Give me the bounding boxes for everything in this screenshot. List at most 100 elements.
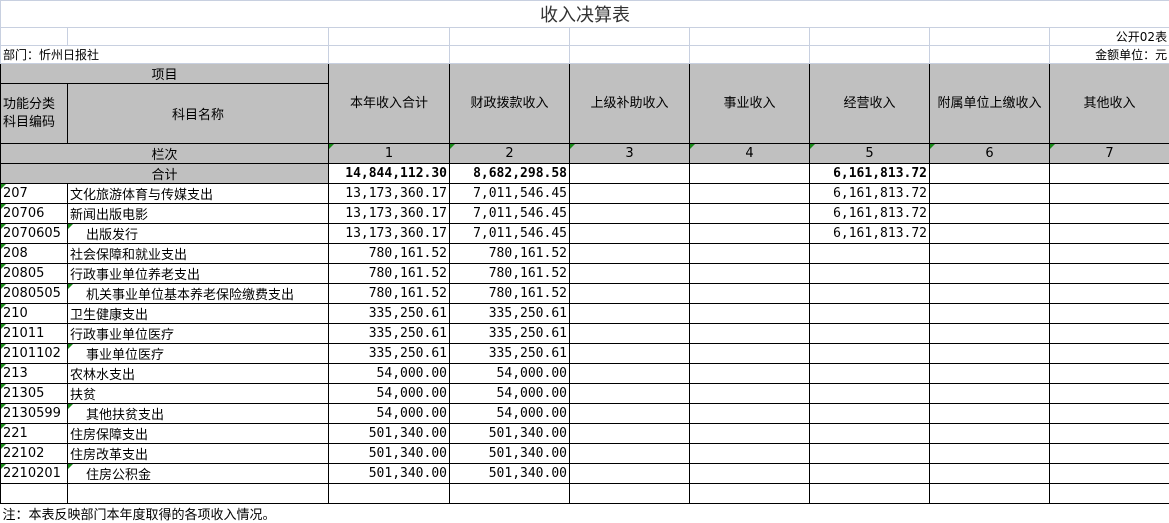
row-name[interactable]: 出版发行 bbox=[68, 224, 329, 244]
row-value-4[interactable] bbox=[690, 444, 810, 464]
row-code[interactable]: 21305 bbox=[1, 384, 68, 404]
row-name[interactable]: 机关事业单位基本养老保险缴费支出 bbox=[68, 284, 329, 304]
row-value-4[interactable] bbox=[690, 464, 810, 484]
row-value-4[interactable] bbox=[690, 284, 810, 304]
row-value-6[interactable] bbox=[930, 184, 1050, 204]
cell[interactable] bbox=[810, 46, 930, 64]
row-code[interactable]: 210 bbox=[1, 304, 68, 324]
row-value-3[interactable] bbox=[570, 284, 690, 304]
empty-cell[interactable] bbox=[1050, 484, 1169, 504]
row-value-6[interactable] bbox=[930, 324, 1050, 344]
row-name[interactable]: 住房保障支出 bbox=[68, 424, 329, 444]
row-value-2[interactable]: 7,011,546.45 bbox=[450, 184, 570, 204]
total-value-5[interactable]: 6,161,813.72 bbox=[810, 164, 930, 184]
row-value-2[interactable]: 780,161.52 bbox=[450, 284, 570, 304]
row-value-7[interactable] bbox=[1050, 304, 1169, 324]
row-value-7[interactable] bbox=[1050, 384, 1169, 404]
row-value-4[interactable] bbox=[690, 184, 810, 204]
row-value-5[interactable]: 6,161,813.72 bbox=[810, 184, 930, 204]
row-value-5[interactable] bbox=[810, 284, 930, 304]
cell[interactable] bbox=[690, 28, 810, 46]
row-name[interactable]: 文化旅游体育与传媒支出 bbox=[68, 184, 329, 204]
row-name[interactable]: 新闻出版电影 bbox=[68, 204, 329, 224]
row-value-5[interactable] bbox=[810, 404, 930, 424]
row-value-5[interactable] bbox=[810, 264, 930, 284]
row-value-2[interactable]: 7,011,546.45 bbox=[450, 204, 570, 224]
empty-cell[interactable] bbox=[450, 484, 570, 504]
empty-cell[interactable] bbox=[570, 484, 690, 504]
row-value-2[interactable]: 54,000.00 bbox=[450, 364, 570, 384]
row-value-3[interactable] bbox=[570, 424, 690, 444]
row-value-3[interactable] bbox=[570, 344, 690, 364]
row-value-2[interactable]: 7,011,546.45 bbox=[450, 224, 570, 244]
row-value-5[interactable] bbox=[810, 304, 930, 324]
row-value-4[interactable] bbox=[690, 224, 810, 244]
row-value-7[interactable] bbox=[1050, 204, 1169, 224]
row-value-3[interactable] bbox=[570, 364, 690, 384]
row-value-6[interactable] bbox=[930, 304, 1050, 324]
row-value-2[interactable]: 54,000.00 bbox=[450, 404, 570, 424]
cell[interactable] bbox=[930, 28, 1050, 46]
row-name[interactable]: 事业单位医疗 bbox=[68, 344, 329, 364]
row-value-3[interactable] bbox=[570, 224, 690, 244]
row-value-7[interactable] bbox=[1050, 264, 1169, 284]
row-value-3[interactable] bbox=[570, 324, 690, 344]
row-value-3[interactable] bbox=[570, 204, 690, 224]
row-value-6[interactable] bbox=[930, 284, 1050, 304]
row-value-6[interactable] bbox=[930, 424, 1050, 444]
cell[interactable] bbox=[930, 46, 1050, 64]
row-name[interactable]: 行政事业单位养老支出 bbox=[68, 264, 329, 284]
row-value-5[interactable] bbox=[810, 364, 930, 384]
row-value-4[interactable] bbox=[690, 324, 810, 344]
total-value-1[interactable]: 14,844,112.30 bbox=[329, 164, 450, 184]
cell[interactable] bbox=[1, 28, 68, 46]
row-value-7[interactable] bbox=[1050, 344, 1169, 364]
row-code[interactable]: 2130599 bbox=[1, 404, 68, 424]
row-value-4[interactable] bbox=[690, 344, 810, 364]
cell[interactable] bbox=[68, 28, 329, 46]
row-value-6[interactable] bbox=[930, 224, 1050, 244]
row-name[interactable]: 行政事业单位医疗 bbox=[68, 324, 329, 344]
row-name[interactable]: 农林水支出 bbox=[68, 364, 329, 384]
row-value-7[interactable] bbox=[1050, 464, 1169, 484]
row-value-7[interactable] bbox=[1050, 224, 1169, 244]
row-value-5[interactable] bbox=[810, 324, 930, 344]
row-value-3[interactable] bbox=[570, 384, 690, 404]
row-value-6[interactable] bbox=[930, 264, 1050, 284]
row-value-7[interactable] bbox=[1050, 244, 1169, 264]
row-code[interactable]: 213 bbox=[1, 364, 68, 384]
row-value-2[interactable]: 780,161.52 bbox=[450, 264, 570, 284]
row-value-1[interactable]: 501,340.00 bbox=[329, 424, 450, 444]
row-code[interactable]: 208 bbox=[1, 244, 68, 264]
empty-cell[interactable] bbox=[810, 484, 930, 504]
row-value-1[interactable]: 54,000.00 bbox=[329, 384, 450, 404]
row-value-6[interactable] bbox=[930, 204, 1050, 224]
row-value-4[interactable] bbox=[690, 364, 810, 384]
row-value-5[interactable] bbox=[810, 424, 930, 444]
row-name[interactable]: 住房改革支出 bbox=[68, 444, 329, 464]
row-value-7[interactable] bbox=[1050, 284, 1169, 304]
cell[interactable] bbox=[450, 28, 570, 46]
row-code[interactable]: 22102 bbox=[1, 444, 68, 464]
row-code[interactable]: 20706 bbox=[1, 204, 68, 224]
row-value-7[interactable] bbox=[1050, 404, 1169, 424]
total-value-6[interactable] bbox=[930, 164, 1050, 184]
row-value-4[interactable] bbox=[690, 424, 810, 444]
empty-cell[interactable] bbox=[68, 484, 329, 504]
row-value-2[interactable]: 780,161.52 bbox=[450, 244, 570, 264]
total-value-2[interactable]: 8,682,298.58 bbox=[450, 164, 570, 184]
row-value-6[interactable] bbox=[930, 244, 1050, 264]
row-value-5[interactable] bbox=[810, 344, 930, 364]
row-value-3[interactable] bbox=[570, 244, 690, 264]
row-code[interactable]: 207 bbox=[1, 184, 68, 204]
row-value-1[interactable]: 54,000.00 bbox=[329, 404, 450, 424]
cell[interactable] bbox=[690, 46, 810, 64]
row-value-5[interactable] bbox=[810, 244, 930, 264]
row-code[interactable]: 2210201 bbox=[1, 464, 68, 484]
row-value-2[interactable]: 501,340.00 bbox=[450, 424, 570, 444]
row-value-4[interactable] bbox=[690, 244, 810, 264]
row-value-4[interactable] bbox=[690, 304, 810, 324]
row-value-2[interactable]: 501,340.00 bbox=[450, 464, 570, 484]
cell[interactable] bbox=[329, 46, 450, 64]
row-code[interactable]: 2070605 bbox=[1, 224, 68, 244]
